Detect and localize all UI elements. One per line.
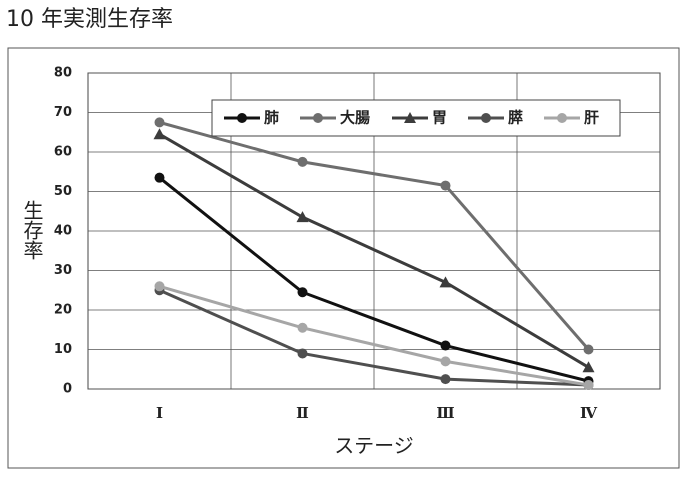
series-line — [158, 132, 590, 369]
data-point — [153, 128, 166, 140]
data-point — [583, 380, 594, 391]
data-point — [297, 322, 308, 333]
y-tick-label: 30 — [54, 263, 72, 278]
data-point — [154, 117, 165, 128]
x-tick-label: Ⅱ — [296, 404, 309, 422]
data-point — [297, 348, 308, 359]
data-point — [439, 276, 452, 288]
y-tick-label: 80 — [54, 66, 72, 81]
x-tick-label: Ⅳ — [580, 404, 598, 422]
data-point — [440, 374, 451, 385]
series-line — [159, 284, 589, 387]
data-point — [582, 361, 595, 373]
legend-label: 肺 — [264, 109, 279, 127]
data-point — [154, 172, 165, 183]
y-tick-label: 20 — [54, 303, 72, 318]
y-axis-label: 生存率 — [20, 200, 44, 260]
series-line — [158, 288, 589, 387]
legend-marker — [481, 113, 491, 123]
y-tick-label: 40 — [54, 224, 72, 239]
chart-title: 10 年実測生存率 — [6, 7, 173, 32]
y-tick-label: 0 — [63, 382, 72, 397]
data-point — [297, 287, 308, 298]
x-tick-label: Ⅲ — [436, 404, 454, 422]
legend-label: 肝 — [584, 109, 599, 127]
data-point — [583, 344, 594, 355]
chart-frame — [7, 47, 680, 469]
y-tick-label: 60 — [54, 145, 72, 160]
data-point — [154, 281, 165, 292]
legend-marker — [237, 113, 247, 123]
y-tick-label: 70 — [54, 105, 72, 120]
series-line — [158, 176, 589, 383]
data-point — [440, 356, 451, 367]
legend-label: 大腸 — [340, 109, 370, 127]
legend-marker — [557, 113, 567, 123]
legend-label: 膵 — [508, 109, 523, 127]
y-tick-label: 50 — [54, 184, 72, 199]
data-point — [296, 211, 309, 223]
data-point — [440, 180, 451, 191]
legend-marker — [313, 113, 323, 123]
x-axis-label: ステージ — [334, 434, 414, 458]
x-tick-label: Ⅰ — [156, 404, 163, 422]
data-point — [440, 340, 451, 351]
series-line — [159, 120, 590, 351]
legend-marker — [404, 112, 416, 123]
legend-label: 胃 — [432, 109, 447, 127]
y-tick-label: 10 — [54, 342, 72, 357]
data-point — [297, 156, 308, 167]
